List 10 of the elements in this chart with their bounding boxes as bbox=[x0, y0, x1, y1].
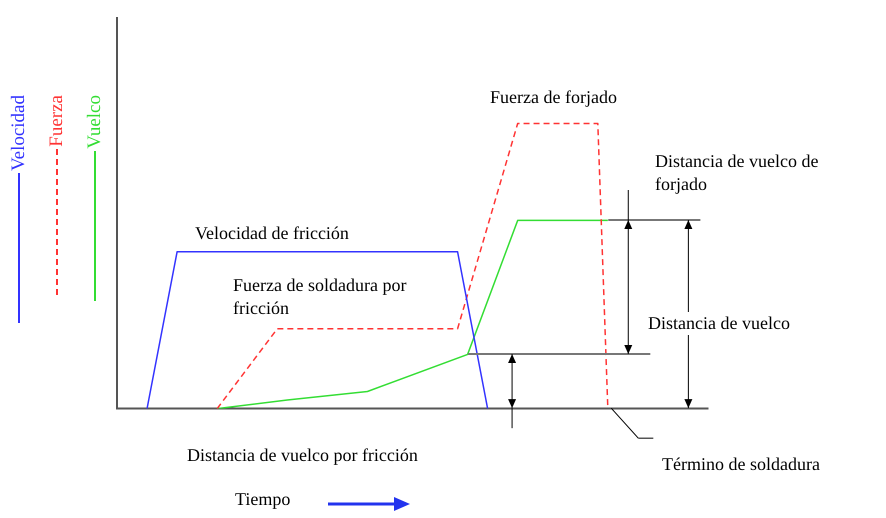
annotation: Distancia de vuelco de forjado bbox=[655, 150, 840, 197]
text: Fuerza de forjado bbox=[490, 86, 617, 110]
text: Velocidad bbox=[8, 95, 30, 171]
x-axis-title: Tiempo bbox=[235, 488, 290, 512]
text: Fuerza bbox=[46, 95, 68, 147]
annotation: Fuerza de soldadura por fricción bbox=[233, 274, 423, 321]
text: Distancia de vuelco por fricción bbox=[187, 444, 418, 468]
text: Término de soldadura bbox=[662, 453, 820, 476]
text: Vuelco bbox=[84, 95, 106, 149]
annotation: Velocidad de fricción bbox=[195, 222, 349, 246]
